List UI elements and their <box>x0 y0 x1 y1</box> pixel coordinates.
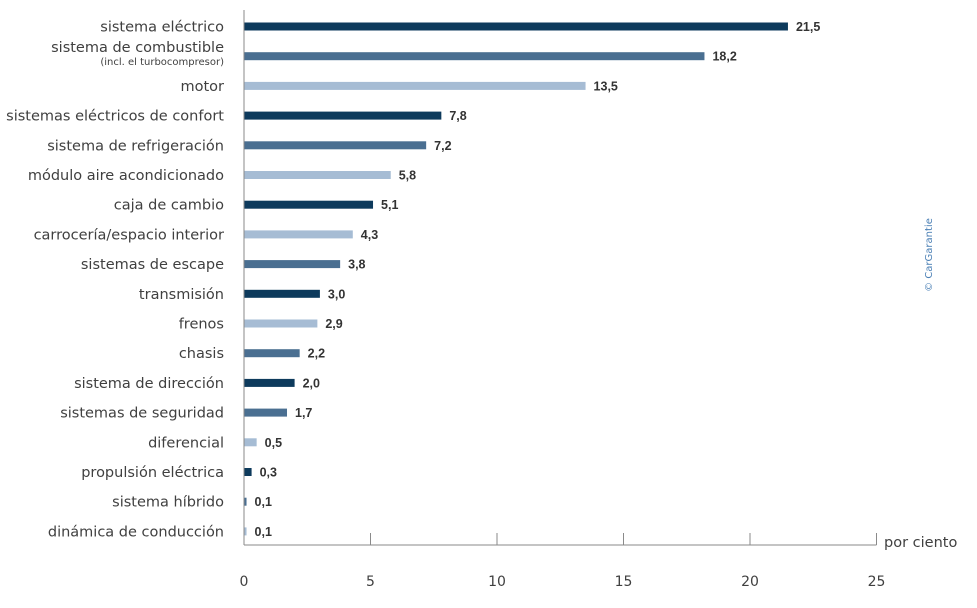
category-label: módulo aire acondicionado <box>28 168 224 184</box>
bar <box>244 468 252 476</box>
x-tick-label: 20 <box>741 574 759 590</box>
value-label: 18,2 <box>712 50 736 64</box>
value-label: 13,5 <box>594 79 618 93</box>
x-tick-label: 25 <box>868 574 886 590</box>
category-label: sistema de dirección <box>74 376 224 392</box>
x-tick-label: 5 <box>366 574 375 590</box>
value-labels: 21,5 18,2 13,5 7,8 7,2 5,8 5,1 4,3 3,8 3,0 2,9 2,2 2… <box>255 20 821 539</box>
value-label: 2,0 <box>303 376 320 390</box>
value-label: 3,0 <box>328 287 345 301</box>
bar <box>244 408 288 417</box>
bar <box>244 497 247 506</box>
category-label: sistema de combustible <box>51 40 224 56</box>
value-label: 2,9 <box>325 317 342 331</box>
value-label: 5,8 <box>399 169 416 183</box>
bar <box>244 52 705 61</box>
value-label: 0,3 <box>260 466 277 480</box>
x-tick-label: 10 <box>488 574 506 590</box>
value-label: 1,7 <box>295 406 312 420</box>
bars <box>244 22 788 536</box>
bar <box>244 319 318 328</box>
bar <box>244 378 295 387</box>
bar <box>244 22 788 31</box>
x-axis <box>243 10 877 546</box>
bar <box>244 438 257 447</box>
category-label: caja de cambio <box>114 198 224 214</box>
x-tick-label: 0 <box>240 574 249 590</box>
category-label: motor <box>180 79 224 95</box>
bar <box>244 81 586 90</box>
x-axis-ticks: 0 5 10 15 20 25 <box>240 533 886 590</box>
x-axis-unit-label: por ciento <box>884 535 957 551</box>
value-label: 4,3 <box>361 228 378 242</box>
category-label: sistemas eléctricos de confort <box>6 109 224 125</box>
value-label: 0,1 <box>255 525 272 539</box>
category-label: diferencial <box>148 435 224 451</box>
category-label: sistema eléctrico <box>100 20 224 36</box>
category-sublabel: (incl. el turbocompresor) <box>100 57 224 68</box>
bar <box>244 200 374 209</box>
category-label: sistemas de seguridad <box>60 406 224 422</box>
value-label: 5,1 <box>381 198 398 212</box>
category-labels: sistema eléctrico sistema de combustible(… <box>6 20 224 541</box>
bar <box>244 111 442 120</box>
category-label: transmisión <box>139 287 224 303</box>
value-label: 7,8 <box>449 109 466 123</box>
category-label: carrocería/espacio interior <box>34 227 224 243</box>
copyright-text: © CarGarantie <box>924 218 935 292</box>
value-label: 3,8 <box>348 258 365 272</box>
category-label: propulsión eléctrica <box>81 465 224 481</box>
value-label: 21,5 <box>796 20 820 34</box>
category-label: dinámica de conducción <box>48 524 224 540</box>
bar <box>244 527 247 536</box>
value-label: 0,5 <box>265 436 282 450</box>
bar <box>244 171 391 179</box>
bar <box>244 349 300 358</box>
category-label: sistema híbrido <box>112 495 224 511</box>
category-label: sistema de refrigeración <box>47 138 224 154</box>
bar <box>244 260 341 269</box>
value-label: 2,2 <box>308 347 325 361</box>
value-label: 0,1 <box>255 495 272 509</box>
bar <box>244 230 353 239</box>
bar <box>244 141 427 150</box>
bar <box>244 289 320 298</box>
value-label: 7,2 <box>434 139 451 153</box>
category-label: frenos <box>179 317 224 333</box>
category-label: chasis <box>179 346 224 362</box>
category-label: sistemas de escape <box>81 257 224 273</box>
x-tick-label: 15 <box>615 574 633 590</box>
